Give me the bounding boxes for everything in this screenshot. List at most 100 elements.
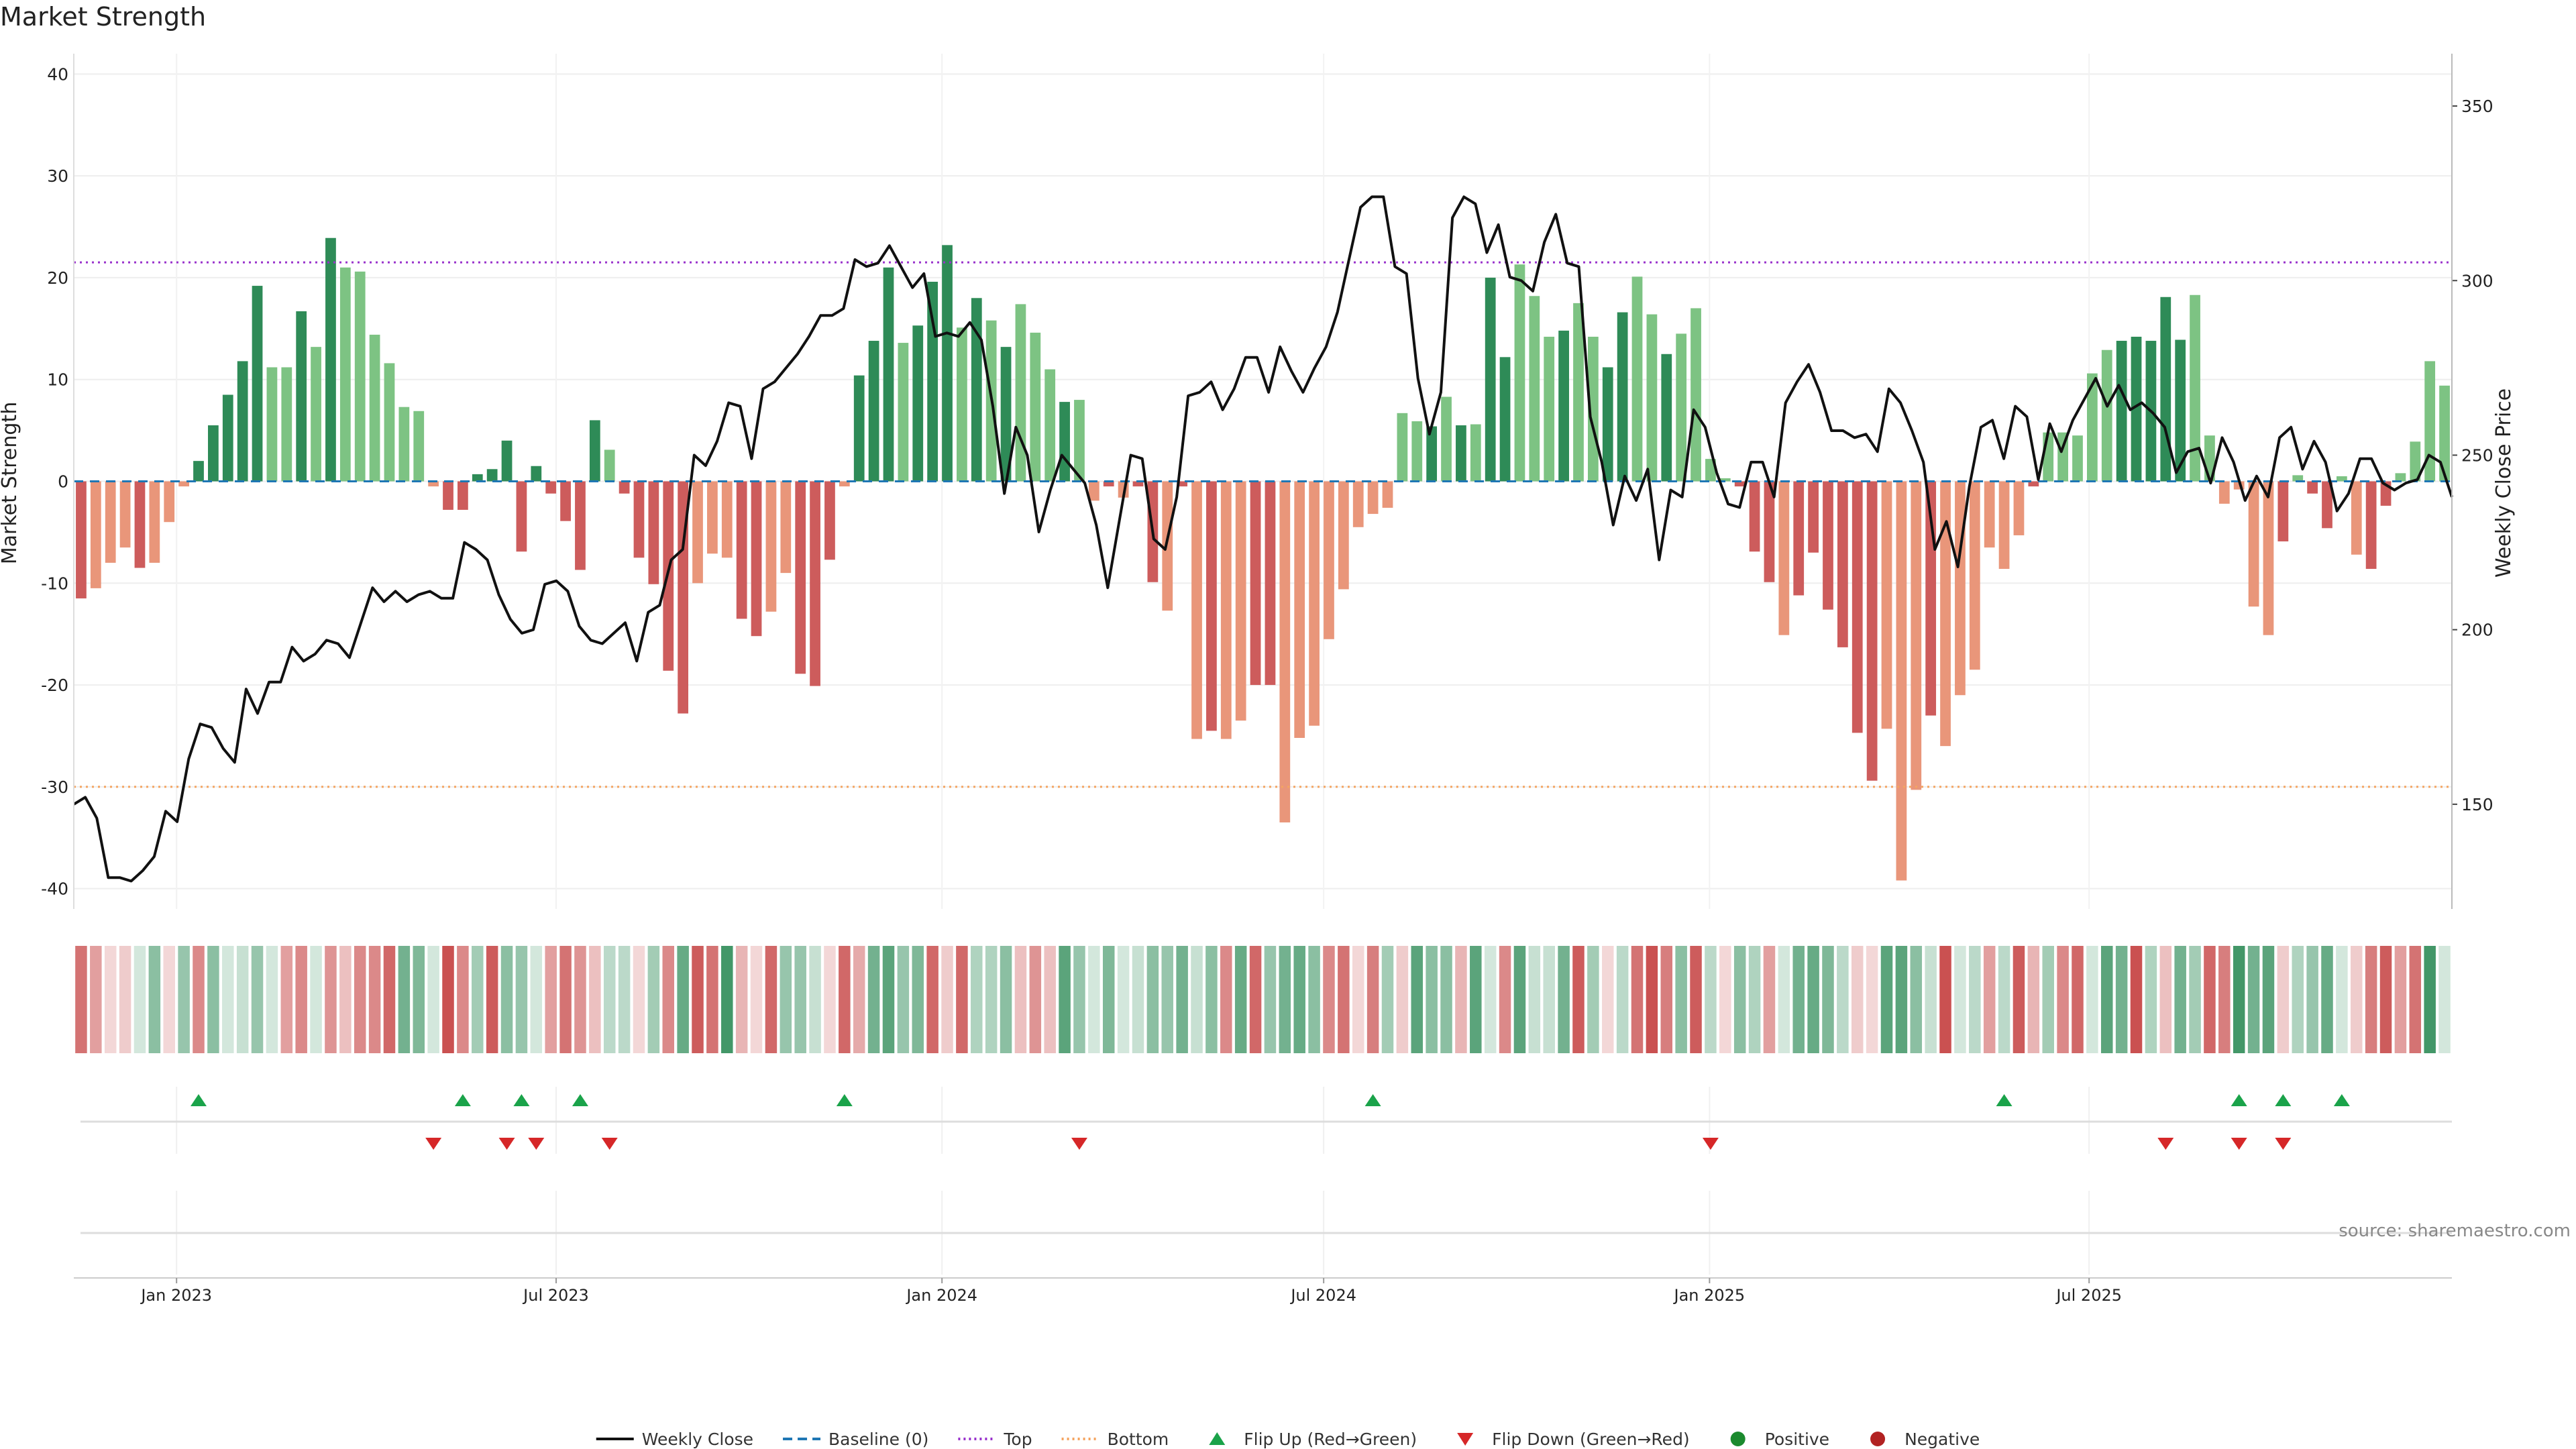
heat-cell — [1587, 946, 1599, 1053]
heat-cell — [325, 946, 337, 1053]
heat-cell — [236, 946, 249, 1053]
heat-cell — [163, 946, 175, 1053]
heat-cell — [2262, 946, 2275, 1053]
strength-bar — [1719, 478, 1731, 482]
strength-bar — [178, 481, 189, 487]
x-tick-label: Jul 2023 — [522, 1286, 589, 1305]
heat-cell — [971, 946, 983, 1053]
flip-down-marker — [1702, 1138, 1719, 1150]
heat-cell — [1073, 946, 1085, 1053]
strength-bar — [1764, 481, 1775, 582]
strength-bar — [413, 411, 425, 482]
chart-title: Market Strength — [0, 2, 206, 32]
heat-cell — [2042, 946, 2054, 1053]
heat-cell — [2438, 946, 2451, 1053]
strength-bar — [1911, 481, 1922, 790]
legend-label: Flip Down (Green→Red) — [1492, 1430, 1690, 1449]
legend-swatch — [1730, 1432, 1746, 1446]
heat-cell — [2277, 946, 2290, 1053]
strength-bar — [516, 481, 527, 552]
strength-bar — [1851, 481, 1863, 733]
flip-down-marker — [528, 1138, 545, 1150]
heat-cell — [1440, 946, 1452, 1053]
strength-bar — [1030, 332, 1041, 482]
legend-item-weekly_close: Weekly Close — [596, 1430, 753, 1449]
right-tick-label: 200 — [2461, 621, 2493, 640]
strength-bar — [2086, 373, 2098, 482]
strength-bar — [1279, 481, 1291, 822]
heat-cell — [1059, 946, 1071, 1053]
strength-bar — [1896, 481, 1907, 881]
heat-cell — [1866, 946, 1878, 1053]
heat-cell — [398, 946, 411, 1053]
heat-cell — [692, 946, 704, 1053]
strength-bar — [1338, 481, 1349, 590]
heat-cell — [1822, 946, 1834, 1053]
heat-cell — [310, 946, 322, 1053]
legend-label: Weekly Close — [642, 1430, 753, 1449]
heat-cell — [295, 946, 307, 1053]
heat-cell — [559, 946, 572, 1053]
heat-cell — [368, 946, 381, 1053]
heat-cell — [1470, 946, 1482, 1053]
flip-down-marker — [2157, 1138, 2174, 1150]
heat-cell — [1234, 946, 1247, 1053]
strength-bar — [633, 481, 645, 558]
flip-down-marker — [498, 1138, 515, 1150]
heat-cell — [1631, 946, 1644, 1053]
heat-cell — [251, 946, 264, 1053]
flip-down-marker — [425, 1138, 442, 1150]
strength-bar — [458, 481, 468, 510]
legend-item-flip_down: Flip Down (Green→Red) — [1457, 1430, 1690, 1449]
strength-bar — [1220, 481, 1232, 739]
strength-bar — [707, 481, 718, 554]
heat-cell — [1983, 946, 1996, 1053]
strength-bar — [2072, 435, 2083, 482]
strength-bar — [2248, 481, 2259, 607]
strength-bar — [1352, 481, 1364, 527]
legend-item-flip_up: Flip Up (Red→Green) — [1209, 1430, 1417, 1449]
strength-bar — [428, 481, 439, 487]
strength-bar — [149, 481, 160, 563]
left-tick-label: -40 — [41, 879, 68, 899]
heat-cell — [647, 946, 660, 1053]
strength-bar — [2307, 481, 2318, 494]
right-tick-label: 350 — [2461, 97, 2493, 116]
heat-cell — [956, 946, 968, 1053]
strength-bar — [1000, 347, 1012, 482]
strength-bar — [208, 425, 219, 482]
heat-cell — [633, 946, 645, 1053]
right-tick-label: 300 — [2461, 271, 2493, 290]
strength-bar — [1808, 481, 1819, 553]
heat-cell — [1558, 946, 1570, 1053]
strength-bar — [810, 481, 820, 686]
heat-cell — [2204, 946, 2216, 1053]
heat-cell — [207, 946, 219, 1053]
heat-cell — [1998, 946, 2010, 1053]
flip-down-marker — [2231, 1138, 2247, 1150]
right-axis-label: Weekly Close Price — [2492, 388, 2516, 578]
strength-bar — [2013, 481, 2025, 535]
heat-cell — [1925, 946, 1937, 1053]
legend-label: Baseline (0) — [828, 1430, 928, 1449]
heat-cell — [1411, 946, 1424, 1053]
strength-bar — [1940, 481, 1951, 747]
strength-bar — [765, 481, 777, 612]
left-tick-label: 30 — [47, 166, 68, 186]
heat-cell — [530, 946, 543, 1053]
strength-bar — [1514, 264, 1525, 482]
strength-bar — [2322, 481, 2332, 529]
strength-bar — [2424, 361, 2436, 482]
strength-bar — [486, 469, 498, 482]
strength-bar — [604, 449, 615, 482]
strength-bar — [193, 461, 204, 482]
heat-cell — [515, 946, 528, 1053]
heat-cell — [2072, 946, 2084, 1053]
strength-bar — [1529, 296, 1540, 482]
strength-bar — [237, 361, 248, 482]
heat-cell — [662, 946, 675, 1053]
strength-bar — [531, 466, 542, 482]
strength-bar — [2028, 481, 2039, 487]
strength-bar — [1823, 481, 1833, 610]
